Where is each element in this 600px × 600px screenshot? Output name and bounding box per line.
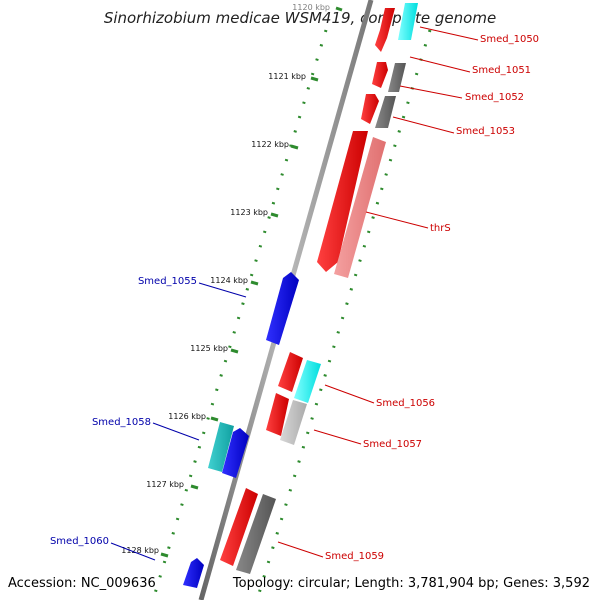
gene-smed-1055[interactable] xyxy=(266,272,299,345)
tick-label: 1123 kbp xyxy=(230,208,268,217)
gene-smed-1057[interactable] xyxy=(266,393,289,436)
tick-track-inner xyxy=(255,29,432,600)
leader-smed-1058 xyxy=(152,422,200,441)
leader-smed-1052 xyxy=(399,85,463,99)
label-smed-1051[interactable]: Smed_1051 xyxy=(472,65,531,76)
label-smed-1056[interactable]: Smed_1056 xyxy=(376,398,435,409)
major-tick xyxy=(335,6,343,12)
reverse-genes xyxy=(183,272,299,588)
major-ticks xyxy=(160,6,343,558)
tick-label: 1120 kbp xyxy=(292,3,330,12)
gene-smed-1050[interactable] xyxy=(375,8,395,52)
label-smed-1058[interactable]: Smed_1058 xyxy=(92,417,151,428)
label-smed-1055[interactable]: Smed_1055 xyxy=(138,276,197,287)
tick-label: 1127 kbp xyxy=(146,480,184,489)
label-smed-1057[interactable]: Smed_1057 xyxy=(363,439,422,450)
leader-smed-1056 xyxy=(324,384,375,404)
leader-smed-1057 xyxy=(313,429,362,445)
leader-smed-1050 xyxy=(419,26,479,41)
gene-smed-1058-teal[interactable] xyxy=(208,422,234,472)
summary-text: Topology: circular; Length: 3,781,904 bp… xyxy=(232,576,590,591)
leader-thrs xyxy=(365,211,429,229)
gene-thrs[interactable] xyxy=(317,131,368,272)
major-tick xyxy=(270,212,279,218)
tick-label: 1128 kbp xyxy=(121,546,159,555)
reverse-leaders xyxy=(110,282,247,561)
gene-smed-1059[interactable] xyxy=(220,488,258,566)
label-smed-1053[interactable]: Smed_1053 xyxy=(456,126,515,137)
homolog-smed-1059[interactable] xyxy=(236,494,276,574)
homolog-thrs[interactable] xyxy=(334,137,386,278)
tick-label: 1126 kbp xyxy=(168,412,206,421)
major-tick xyxy=(310,76,319,82)
label-smed-1052[interactable]: Smed_1052 xyxy=(465,92,524,103)
gene-smed-1051[interactable] xyxy=(372,62,388,88)
tick-label: 1125 kbp xyxy=(190,344,228,353)
major-tick xyxy=(160,552,169,558)
major-tick xyxy=(290,144,299,150)
homolog-smed-1057[interactable] xyxy=(280,400,307,445)
leader-smed-1055 xyxy=(198,282,247,298)
gene-smed-1052[interactable] xyxy=(361,94,379,124)
homolog-smed-1052[interactable] xyxy=(375,96,396,128)
tick-label: 1124 kbp xyxy=(210,276,248,285)
tick-labels: 1120 kbp 1121 kbp 1122 kbp 1123 kbp 1124… xyxy=(121,3,330,555)
homolog-smed-1051[interactable] xyxy=(388,63,406,92)
major-tick xyxy=(250,280,259,286)
forward-leaders xyxy=(277,26,479,558)
forward-genes xyxy=(220,8,395,566)
map-title: Sinorhizobium medicae WSM419, complete g… xyxy=(104,9,496,27)
label-thrs[interactable]: thrS xyxy=(430,223,451,234)
leader-smed-1051 xyxy=(409,56,471,73)
gene-smed-1058[interactable] xyxy=(222,428,249,478)
gene-smed-1060[interactable] xyxy=(183,558,204,588)
label-smed-1050[interactable]: Smed_1050 xyxy=(480,34,539,45)
reverse-labels: Smed_1055 Smed_1058 Smed_1060 xyxy=(50,276,197,547)
homolog-smed-1050[interactable] xyxy=(398,3,418,40)
forward-homologs xyxy=(236,3,418,574)
forward-labels: Smed_1050 Smed_1051 Smed_1052 Smed_1053 … xyxy=(325,34,539,562)
label-smed-1059[interactable]: Smed_1059 xyxy=(325,551,384,562)
tick-label: 1121 kbp xyxy=(268,72,306,81)
gene-smed-1056[interactable] xyxy=(278,352,303,392)
tick-track-outer xyxy=(151,29,328,600)
major-tick xyxy=(210,416,219,422)
major-tick xyxy=(190,484,199,490)
homolog-smed-1056[interactable] xyxy=(294,360,321,403)
major-tick xyxy=(230,348,239,354)
accession-text: Accession: NC_009636 xyxy=(8,576,156,591)
leader-smed-1060 xyxy=(110,542,156,561)
label-smed-1060[interactable]: Smed_1060 xyxy=(50,536,109,547)
leader-smed-1053 xyxy=(392,116,455,134)
tick-label: 1122 kbp xyxy=(251,140,289,149)
leader-smed-1059 xyxy=(277,541,324,558)
